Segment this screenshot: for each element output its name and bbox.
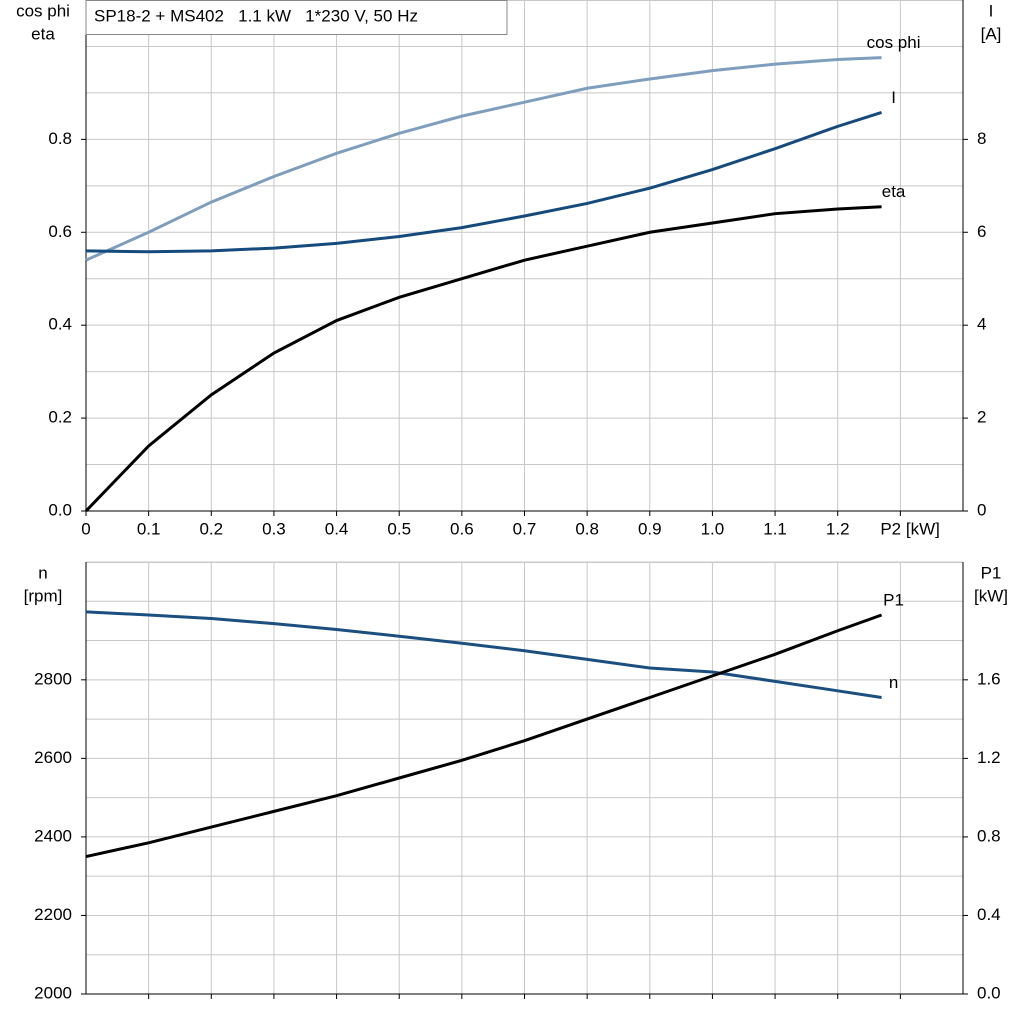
y-axis-label: eta [31,24,55,43]
x-tick-label: 0.8 [575,519,599,538]
y-axis-label: n [38,563,47,582]
series-line [85,613,883,859]
series-label: I [891,88,896,107]
y-tick-label: 0.0 [48,500,72,519]
x-tick-label: 1.2 [826,519,850,538]
y2-tick-label: 6 [977,222,986,241]
y-axis-label: [rpm] [24,586,63,605]
series-label: eta [882,182,906,201]
x-tick-label: 1.0 [701,519,725,538]
y2-axis-label: [kW] [974,586,1008,605]
y-tick-label: 2600 [34,748,72,767]
x-tick-label: 0.7 [513,519,537,538]
y-tick-label: 0.4 [48,315,72,334]
x-tick-label: 0.2 [199,519,223,538]
y-tick-label: 2400 [34,826,72,845]
y-tick-label: 2000 [34,983,72,1002]
x-tick-label: 0.6 [450,519,474,538]
y-tick-label: 2200 [34,905,72,924]
chart-title: SP18-2 + MS402 1.1 kW 1*230 V, 50 Hz [94,6,418,25]
y2-tick-label: 0.0 [977,983,1001,1002]
title-box [85,0,508,35]
series-label: cos phi [867,33,921,52]
y2-axis-label: I [989,1,994,20]
y2-tick-label: 0.4 [977,905,1001,924]
x-tick-label: 0.5 [387,519,411,538]
x-tick-label: 0.3 [262,519,286,538]
x-tick-label: 0.4 [325,519,349,538]
y2-tick-label: 1.6 [977,669,1001,688]
x-tick-label: 0.1 [137,519,161,538]
y2-axis-label: P1 [981,563,1002,582]
y-axis-label: cos phi [16,1,70,20]
series-label: n [889,673,898,692]
y2-tick-label: 4 [977,315,986,334]
y2-tick-label: 0 [977,500,986,519]
y2-tick-label: 8 [977,129,986,148]
series-line [85,110,883,254]
y-tick-label: 0.2 [48,408,72,427]
y2-axis-label: [A] [981,24,1002,43]
x-tick-label: 0.9 [638,519,662,538]
series-line [84,205,882,513]
y-tick-label: 0.8 [48,129,72,148]
y2-tick-label: 1.2 [977,748,1001,767]
y2-tick-label: 0.8 [977,826,1001,845]
x-tick-label: 0 [81,519,90,538]
y-tick-label: 0.6 [48,222,72,241]
x-tick-label: 1.1 [763,519,787,538]
y-tick-label: 2800 [34,669,72,688]
series-label: P1 [883,591,904,610]
series-line [85,56,882,262]
y2-tick-label: 2 [977,408,986,427]
x-tick-label: P2 [kW] [880,519,940,538]
series-line [85,610,882,699]
